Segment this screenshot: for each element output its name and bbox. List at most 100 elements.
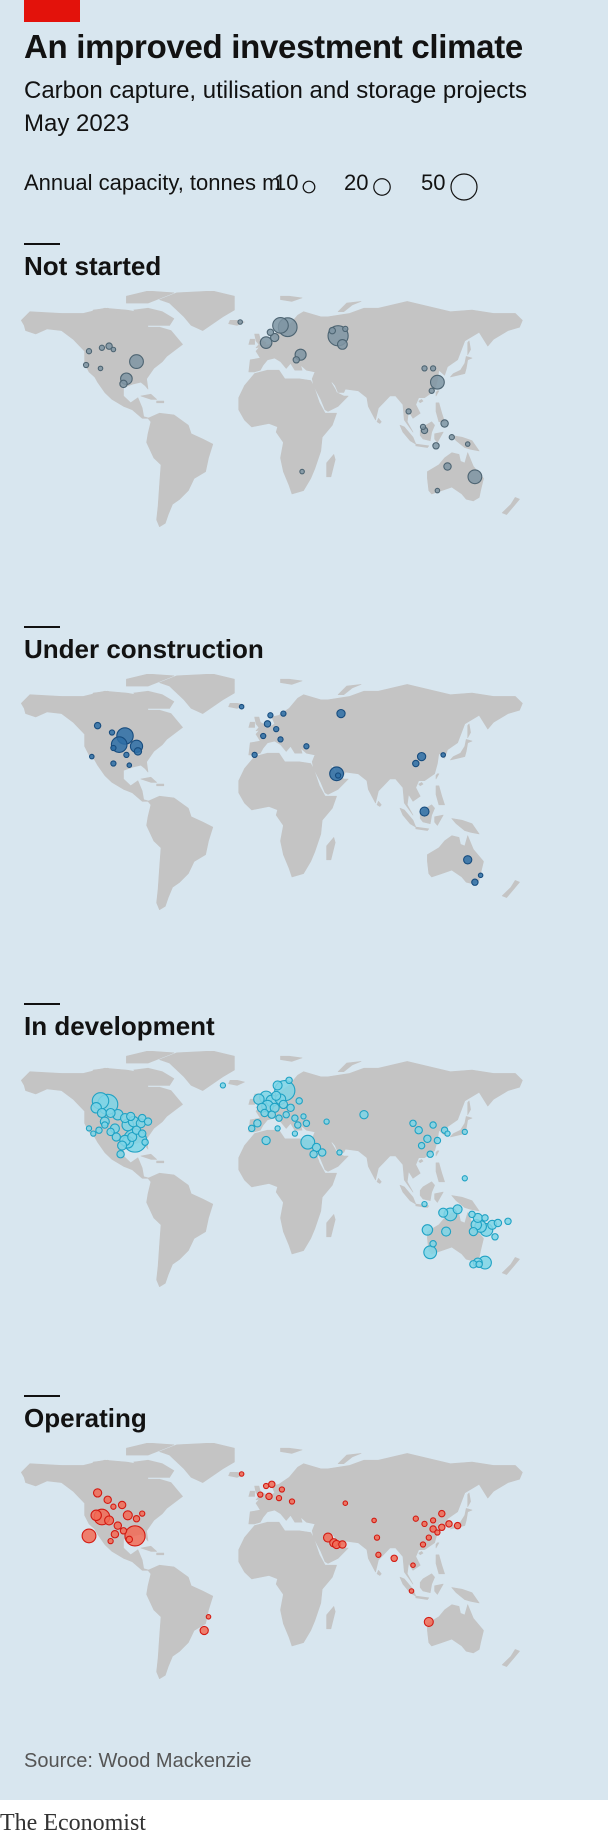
land-philippines [435,402,445,423]
source-note: Source: Wood Mackenzie [24,1750,252,1772]
land-new-guinea [451,818,480,835]
project-bubble [90,1509,102,1522]
land-layer [21,291,523,527]
project-bubble [423,1245,438,1260]
land-hispaniola [156,400,165,404]
land-novaya-zemlya [337,1453,362,1464]
project-bubble [98,344,106,351]
project-bubble [124,1525,146,1547]
land-new-zealand [501,880,520,898]
land-sri-lanka [376,1178,382,1184]
project-bubble [110,1503,117,1510]
legend-circle-20 [373,178,391,196]
project-bubble [294,1121,302,1129]
project-bubble [123,751,130,759]
project-bubble [421,1200,428,1208]
project-bubble [464,441,471,447]
panel-not-started: Not started [0,243,608,543]
project-bubble [257,1491,264,1498]
project-bubble [133,747,143,756]
project-bubble [274,1125,281,1132]
land-japan [450,739,473,761]
land-victoria-island [90,690,120,701]
project-bubble [81,1528,97,1544]
project-bubble [260,1108,269,1118]
project-bubble [467,469,483,485]
project-bubble [113,1521,123,1530]
project-bubble [426,1150,434,1158]
project-bubble [481,1214,489,1222]
project-bubble [96,1107,107,1119]
project-bubble [137,1129,147,1138]
project-bubble [262,1482,270,1490]
land-madagascar [326,1214,336,1238]
project-bubble [117,1500,127,1510]
project-bubble [103,1495,112,1505]
project-bubble [271,1090,282,1101]
land-sulawesi [434,431,444,443]
project-bubble [434,1529,441,1536]
project-bubble [267,1110,277,1119]
project-bubble [101,1121,109,1129]
project-bubble [272,1080,283,1091]
size-legend: Annual capacity, tonnes m 10 20 50 [24,168,594,204]
legend-circle-10 [302,180,316,194]
world-map-under-construction [21,674,523,910]
project-bubble [504,1217,512,1226]
project-bubble [334,772,342,779]
land-new-zealand [501,1649,520,1667]
land-layer [21,674,523,910]
project-bubble [416,751,427,762]
project-bubble [419,806,430,817]
land-novaya-zemlya [337,684,362,695]
project-bubble [461,1175,468,1182]
project-bubble [328,326,337,335]
project-bubble [82,361,90,369]
land-africa [238,752,337,878]
land-hainan [418,1159,424,1164]
project-bubble [126,762,133,768]
project-bubble [421,1520,428,1528]
project-bubble [110,760,117,767]
land-great-britain [254,716,267,732]
project-bubble [111,1132,121,1142]
project-bubble [410,1562,416,1568]
project-bubble [468,1210,476,1219]
land-ellesmere-island [126,291,175,304]
land-novaya-zemlya [337,301,362,312]
project-bubble [238,1471,245,1477]
project-bubble [267,712,274,719]
project-bubble [491,1233,499,1241]
project-bubble [259,336,273,349]
project-bubble [272,317,289,334]
project-bubble [253,1119,262,1128]
project-bubble [90,1130,97,1137]
project-bubble [303,743,310,750]
project-bubble [277,736,284,743]
project-bubble [390,1554,398,1563]
project-bubble [336,338,348,350]
land-baffin-island [133,1067,175,1086]
land-hispaniola [156,783,165,787]
project-bubble [199,1625,209,1636]
legend-item-10: 10 [274,168,324,204]
project-bubble [275,1114,283,1122]
land-ireland [248,1490,255,1497]
land-north-america [21,307,183,419]
project-bubble [438,1523,446,1532]
project-bubbles [89,703,484,886]
brand-wordmark: The Economist [0,1810,146,1836]
land-australia [427,1604,484,1654]
land-sri-lanka [376,1570,382,1576]
project-bubble [440,752,447,758]
project-bubble [421,365,428,372]
project-bubble [448,434,455,441]
land-cuba [140,1153,157,1160]
land-sumatra [399,807,417,828]
project-bubble [97,365,104,372]
land-greenland [159,291,235,331]
project-bubble [463,855,473,865]
land-south-america [146,1172,214,1287]
land-new-guinea [451,1587,480,1604]
project-bubble [285,1076,293,1085]
